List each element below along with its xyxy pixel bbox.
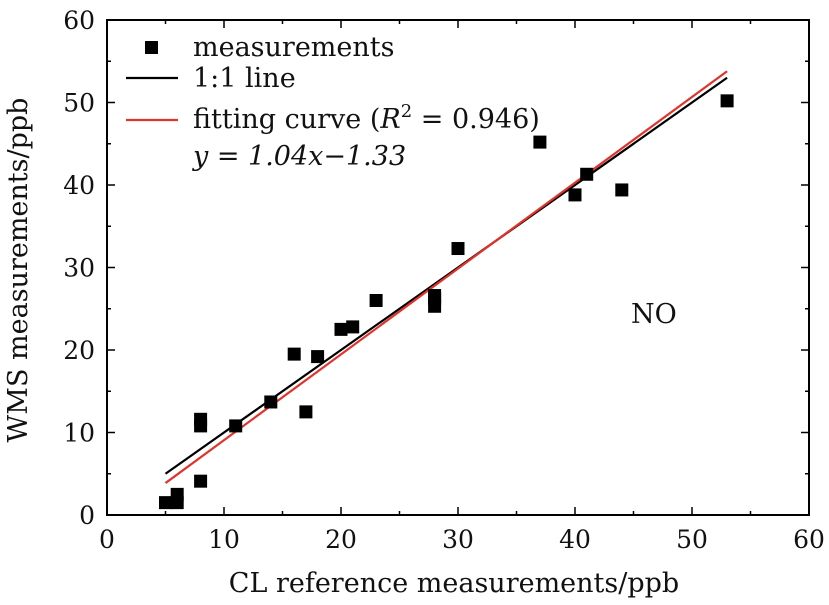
data-point	[229, 419, 243, 433]
data-point	[170, 487, 184, 501]
measurement-points	[159, 94, 734, 510]
data-point	[311, 350, 325, 364]
x-tick-label: 50	[676, 525, 708, 554]
x-tick-labels: 0 10 20 30 40 50 60	[99, 525, 825, 554]
data-point	[194, 474, 208, 488]
legend-equation: y = 1.04x−1.33	[192, 141, 406, 172]
y-tick-label: 0	[79, 501, 95, 530]
one-to-one-line	[164, 76, 728, 475]
x-tick-label: 0	[99, 525, 115, 554]
data-point	[451, 242, 465, 256]
legend-label-one-to-one: 1:1 line	[193, 63, 296, 94]
data-point	[287, 347, 301, 361]
y-tick-label: 30	[63, 254, 95, 283]
legend: measurements 1:1 line fitting curve (R2 …	[126, 32, 540, 172]
legend-marker-measurements	[145, 41, 158, 54]
data-point	[615, 183, 629, 197]
y-tick-label: 50	[63, 89, 95, 118]
annotation-no: NO	[631, 299, 677, 330]
x-tick-label: 10	[208, 525, 240, 554]
data-point	[194, 412, 208, 426]
y-tick-labels: 0 10 20 30 40 50 60	[63, 6, 95, 530]
x-axis-title: CL reference measurements/ppb	[229, 568, 679, 599]
y-axis-title: WMS measurements/ppb	[3, 98, 34, 443]
y-tick-label: 10	[63, 419, 95, 448]
x-tick-label: 30	[442, 525, 474, 554]
data-point	[299, 405, 313, 419]
x-tick-label: 40	[559, 525, 591, 554]
data-point	[428, 289, 442, 303]
y-tick-label: 60	[63, 6, 95, 35]
fitting-curve-line	[164, 70, 728, 484]
x-tick-label: 60	[793, 525, 825, 554]
data-point	[720, 94, 734, 108]
data-point	[533, 135, 547, 149]
data-point	[159, 496, 172, 510]
plot-frame	[106, 19, 810, 516]
y-tick-label: 20	[63, 336, 95, 365]
data-point	[568, 188, 582, 202]
legend-label-fitting-curve: fitting curve (R2 = 0.946)	[193, 101, 540, 135]
data-point	[346, 320, 360, 334]
series-lines	[164, 70, 728, 484]
legend-label-measurements: measurements	[193, 32, 395, 63]
data-point	[580, 167, 594, 181]
data-point	[264, 395, 278, 409]
data-point	[369, 294, 383, 307]
x-tick-label: 20	[325, 525, 357, 554]
data-point	[334, 322, 348, 336]
y-tick-label: 40	[63, 171, 95, 200]
